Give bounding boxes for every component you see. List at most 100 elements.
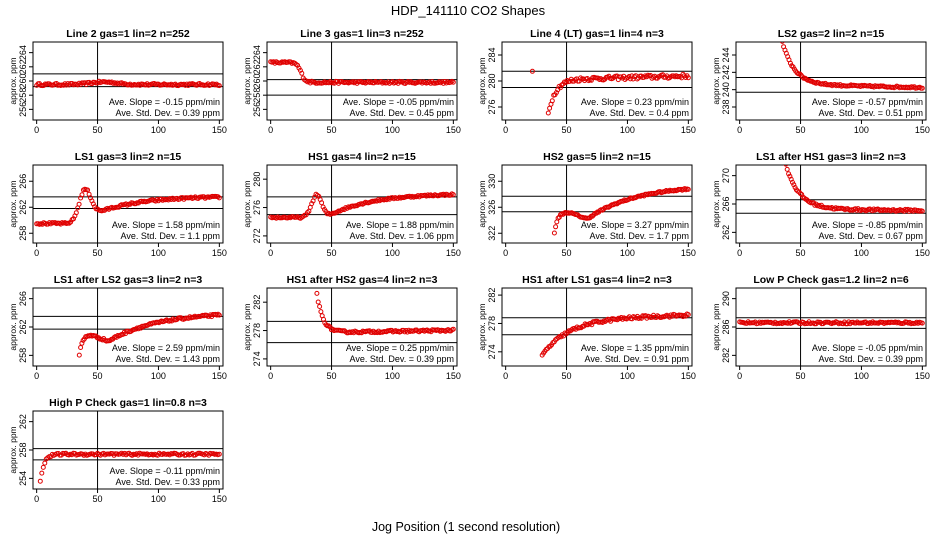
- data-point: [315, 299, 321, 305]
- data-point: [797, 71, 803, 77]
- y-tick-label: 258: [18, 442, 28, 457]
- x-tick-label: 100: [620, 125, 635, 135]
- panel-title: Low P Check gas=1.2 lin=2 n=6: [753, 274, 908, 286]
- data-point: [216, 83, 222, 89]
- data-point: [553, 90, 559, 96]
- x-tick-label: 150: [446, 371, 461, 381]
- slope-annotation: Ave. Slope = 1.88 ppm/min: [346, 220, 454, 230]
- data-point: [299, 70, 305, 76]
- std-dev-annotation: Ave. Std. Dev. = 0.33 ppm: [116, 477, 220, 487]
- x-tick-label: 50: [796, 248, 806, 258]
- data-point: [79, 340, 85, 346]
- panel-title: LS1 after HS1 gas=3 lin=2 n=3: [756, 151, 906, 163]
- data-points: [551, 186, 691, 236]
- y-axis-label: approx. ppm: [477, 180, 487, 227]
- x-tick-label: 150: [212, 494, 227, 504]
- y-tick-label: 262: [18, 414, 28, 429]
- x-tick-label: 50: [93, 125, 103, 135]
- y-tick-label: 264: [18, 45, 28, 60]
- std-dev-annotation: Ave. Std. Dev. = 1.06 ppm: [350, 231, 454, 241]
- data-point: [78, 345, 84, 350]
- data-point: [216, 195, 222, 201]
- plot-frame: [32, 164, 224, 244]
- x-tick-label: 0: [737, 125, 742, 135]
- x-tick-label: 150: [446, 125, 461, 135]
- x-tick-label: 0: [503, 371, 508, 381]
- data-point: [608, 318, 614, 324]
- y-tick-label: 326: [487, 200, 497, 215]
- slope-annotation: Ave. Slope = -0.85 ppm/min: [812, 220, 923, 230]
- y-tick-label: 278: [252, 323, 262, 338]
- plot-frame: [266, 164, 458, 244]
- slope-annotation: Ave. Slope = 1.58 ppm/min: [112, 220, 220, 230]
- panel-title: HS1 gas=4 lin=2 n=15: [308, 151, 416, 163]
- y-tick-label: 238: [721, 99, 731, 114]
- panel-title: HS1 after HS2 gas=4 lin=2 n=3: [287, 274, 438, 286]
- data-points: [268, 191, 456, 221]
- data-points: [76, 311, 222, 358]
- panel-5: LS1 gas=3 lin=2 n=15 0 50 100 150 258 262 266ap…: [8, 151, 227, 258]
- x-tick-label: 100: [854, 125, 869, 135]
- y-tick-label: 258: [18, 88, 28, 103]
- panel-10: HS1 after HS2 gas=4 lin=2 n=3 0 50 100 150 27…: [242, 274, 461, 381]
- data-point: [450, 79, 456, 85]
- y-tick-label: 240: [721, 82, 731, 97]
- data-point: [76, 201, 82, 207]
- panel-title: LS2 gas=2 lin=2 n=15: [778, 28, 885, 40]
- std-dev-annotation: Ave. Std. Dev. = 1.43 ppm: [116, 354, 220, 364]
- panel-title: HS1 after LS1 gas=4 lin=2 n=3: [522, 274, 672, 286]
- y-tick-label: 280: [487, 73, 497, 88]
- x-tick-label: 100: [854, 371, 869, 381]
- data-point: [73, 210, 79, 216]
- y-tick-label: 260: [18, 73, 28, 88]
- panel-12: Low P Check gas=1.2 lin=2 n=6 0 50 100 150 28…: [711, 274, 930, 381]
- y-tick-label: 276: [252, 200, 262, 215]
- y-tick-label: 262: [721, 225, 731, 240]
- y-tick-label: 262: [18, 319, 28, 334]
- data-point: [320, 204, 326, 210]
- plot-frame: [266, 287, 458, 367]
- data-point: [317, 304, 323, 309]
- std-dev-annotation: Ave. Std. Dev. = 0.45 ppm: [350, 108, 454, 118]
- y-tick-label: 278: [487, 316, 497, 331]
- y-tick-label: 264: [252, 45, 262, 60]
- slope-annotation: Ave. Slope = 0.25 ppm/min: [346, 343, 454, 353]
- data-point: [799, 192, 805, 197]
- x-tick-label: 150: [681, 125, 696, 135]
- y-axis-label: approx. ppm: [8, 303, 18, 350]
- y-tick-label: 280: [252, 172, 262, 187]
- data-point: [416, 194, 422, 200]
- data-points: [268, 59, 456, 86]
- x-tick-label: 150: [915, 248, 930, 258]
- x-tick-label: 100: [620, 371, 635, 381]
- y-tick-label: 256: [252, 102, 262, 117]
- y-tick-label: 276: [487, 99, 497, 114]
- std-dev-annotation: Ave. Std. Dev. = 0.39 ppm: [350, 354, 454, 364]
- std-dev-annotation: Ave. Std. Dev. = 0.91 ppm: [585, 354, 689, 364]
- y-axis-label: approx. ppm: [711, 57, 721, 104]
- panel-3: Line 4 (LT) gas=1 lin=4 n=3 0 50 100 150 276 2…: [477, 28, 696, 135]
- plot-frame: [501, 287, 693, 367]
- data-point: [784, 166, 790, 172]
- x-tick-label: 50: [93, 248, 103, 258]
- x-tick-label: 150: [212, 125, 227, 135]
- std-dev-annotation: Ave. Std. Dev. = 0.39 ppm: [116, 108, 220, 118]
- y-axis-label: approx. ppm: [477, 303, 487, 350]
- data-point: [919, 85, 925, 91]
- data-point: [309, 201, 315, 207]
- data-point: [787, 60, 793, 66]
- std-dev-annotation: Ave. Std. Dev. = 0.67 ppm: [819, 231, 923, 241]
- x-tick-label: 0: [268, 125, 273, 135]
- y-tick-label: 262: [252, 59, 262, 74]
- std-dev-annotation: Ave. Std. Dev. = 1.7 ppm: [590, 231, 689, 241]
- x-tick-label: 100: [385, 371, 400, 381]
- y-tick-label: 258: [18, 226, 28, 241]
- data-point: [553, 224, 559, 230]
- y-tick-label: 258: [252, 88, 262, 103]
- plot-frame: [735, 41, 927, 121]
- x-tick-label: 150: [212, 248, 227, 258]
- data-point: [450, 192, 456, 198]
